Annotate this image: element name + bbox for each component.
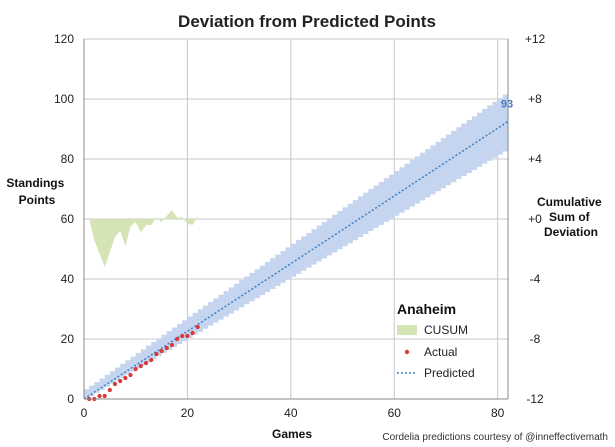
x-tick-label: 80 xyxy=(491,406,505,420)
actual-point xyxy=(164,345,169,351)
y-tick-label: 120 xyxy=(54,32,74,46)
legend-title: Anaheim xyxy=(397,301,456,317)
chart-title: Deviation from Predicted Points xyxy=(178,12,436,31)
actual-point xyxy=(154,351,159,357)
actual-point xyxy=(112,381,118,387)
actual-point xyxy=(97,393,102,399)
y2-tick-label: -12 xyxy=(526,392,544,406)
y-axis-title-line-1: Standings xyxy=(6,176,64,190)
tick-labels: 0 20 40 60 80 0 20 40 60 80 100 120 -12 -8 -4 +0 +4 +8 +12 xyxy=(54,32,546,420)
y-tick-label: 100 xyxy=(54,92,74,106)
plot-frame xyxy=(83,39,509,400)
actual-point xyxy=(128,372,133,378)
y2-axis-title: Cumulative Sum of Deviation xyxy=(537,195,605,239)
y2-tick-label: +0 xyxy=(528,212,542,226)
y-tick-label: 60 xyxy=(61,212,75,226)
x-tick-label: 20 xyxy=(181,406,195,420)
y2-tick-label: +4 xyxy=(528,152,542,166)
y2-axis-title-line-2: Sum of xyxy=(549,210,591,224)
actual-point xyxy=(174,336,180,342)
legend: Anaheim CUSUM Actual Predicted xyxy=(397,301,475,380)
x-tick-label: 40 xyxy=(284,406,298,420)
actual-point xyxy=(118,378,123,384)
x-tick-label: 0 xyxy=(81,406,88,420)
y-axis-title-line-2: Points xyxy=(19,193,56,207)
actual-point xyxy=(102,393,107,399)
actual-point xyxy=(169,342,175,348)
actual-point xyxy=(180,333,185,339)
y-tick-label: 0 xyxy=(67,392,74,406)
actual-point xyxy=(159,348,164,354)
cusum-area xyxy=(89,210,198,267)
y2-tick-label: -4 xyxy=(530,272,541,286)
x-tick-label: 60 xyxy=(388,406,402,420)
actual-point xyxy=(143,360,149,366)
legend-label-cusum: CUSUM xyxy=(424,323,468,337)
predicted-series-line xyxy=(83,120,509,400)
legend-label-predicted: Predicted xyxy=(424,366,475,380)
y2-axis-title-line-1: Cumulative xyxy=(537,195,602,209)
y-axis-title: Standings Points xyxy=(6,176,67,207)
legend-swatch-cusum xyxy=(397,325,417,335)
predicted-line xyxy=(83,120,509,400)
prediction-band-area xyxy=(84,94,508,399)
y2-axis-title-line-3: Deviation xyxy=(544,225,598,239)
actual-point xyxy=(138,363,143,369)
actual-point xyxy=(107,387,112,393)
y-tick-label: 40 xyxy=(61,272,75,286)
actual-point xyxy=(195,324,200,330)
legend-label-actual: Actual xyxy=(424,345,457,359)
actual-point xyxy=(185,333,190,339)
cusum-polygon xyxy=(89,210,198,267)
y2-tick-label: +12 xyxy=(525,32,546,46)
legend-marker-actual xyxy=(404,349,410,355)
actual-point xyxy=(133,366,138,372)
actual-point xyxy=(123,375,128,381)
credit-text: Cordelia predictions courtesy of @inneff… xyxy=(382,432,608,443)
prediction-band xyxy=(84,94,508,399)
x-axis-title: Games xyxy=(272,427,312,441)
actual-point xyxy=(149,357,154,363)
y-tick-label: 20 xyxy=(61,332,75,346)
y-tick-label: 80 xyxy=(61,152,75,166)
y2-tick-label: +8 xyxy=(528,92,542,106)
y2-tick-label: -8 xyxy=(530,332,541,346)
actual-point xyxy=(190,330,195,336)
predicted-end-label: 93 xyxy=(501,99,513,111)
